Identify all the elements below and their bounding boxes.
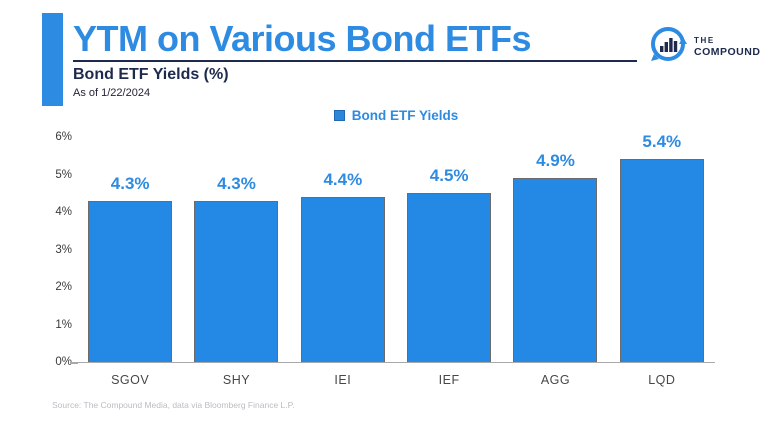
- bar-column-shy: 4.3% SHY: [194, 138, 279, 387]
- x-axis-category-label: SHY: [222, 373, 251, 387]
- bar: [300, 197, 385, 362]
- bar-value-label: 4.3%: [110, 174, 150, 193]
- logo-wordmark: THE COMPOUND: [694, 36, 760, 58]
- bar-value-label: 4.9%: [536, 151, 575, 170]
- title-divider: [73, 60, 637, 62]
- bar-column-ief: 4.5% IEF: [407, 138, 492, 387]
- compound-chart-bubble-icon: [648, 24, 688, 69]
- zero-tick-mark: [70, 362, 78, 364]
- the-compound-logo: THE COMPOUND: [648, 24, 760, 69]
- x-axis-category-label: LQD: [648, 373, 676, 387]
- bar: [88, 201, 173, 362]
- y-tick-label: 3%: [55, 243, 72, 256]
- bar: [194, 201, 279, 362]
- x-axis-category-label: SGOV: [111, 373, 150, 387]
- y-tick-label: 2%: [55, 281, 72, 293]
- legend-label: Bond ETF Yields: [351, 108, 459, 123]
- bar: [619, 159, 704, 362]
- bar-value-label: 4.4%: [323, 170, 363, 189]
- bar-column-sgov: 4.3% SGOV: [88, 138, 173, 387]
- page-title: YTM on Various Bond ETFs: [73, 18, 532, 59]
- bar-column-iei: 4.4% IEI: [300, 138, 385, 387]
- y-axis: 0% 1% 2% 3% 4% 5% 6%: [36, 131, 72, 368]
- y-tick-label: 4%: [55, 206, 72, 218]
- chart-legend: Bond ETF Yields: [77, 108, 715, 123]
- bar: [513, 178, 598, 362]
- x-axis-category-label: IEI: [334, 373, 352, 387]
- bar-value-label: 5.4%: [642, 132, 682, 151]
- y-tick-label: 0%: [55, 356, 72, 368]
- bar-value-label: 4.3%: [217, 174, 256, 193]
- logo-word-compound: COMPOUND: [694, 45, 761, 58]
- as-of-date: As of 1/22/2024: [73, 87, 151, 99]
- chart-subtitle: Bond ETF Yields (%): [73, 66, 229, 83]
- title-accent-bar: [42, 13, 63, 106]
- bar-column-lqd: 5.4% LQD: [619, 132, 704, 387]
- plot-area: 4.3% SGOV 4.3% SHY 4.4% IEI 4.5% IEF 4.9% AGG 5.4%…: [77, 132, 715, 387]
- logo-word-the: THE: [694, 35, 715, 45]
- y-tick-label: 5%: [55, 168, 72, 181]
- bar-column-agg: 4.9% AGG: [513, 138, 598, 387]
- y-tick-label: 6%: [55, 131, 72, 143]
- x-axis-category-label: AGG: [540, 373, 571, 387]
- bar: [407, 193, 492, 362]
- y-tick-label: 1%: [55, 318, 72, 331]
- x-axis-category-label: IEF: [438, 373, 460, 387]
- source-note: Source: The Compound Media, data via Blo…: [52, 400, 295, 410]
- legend-swatch-icon: [333, 110, 345, 121]
- bar-value-label: 4.5%: [429, 166, 469, 185]
